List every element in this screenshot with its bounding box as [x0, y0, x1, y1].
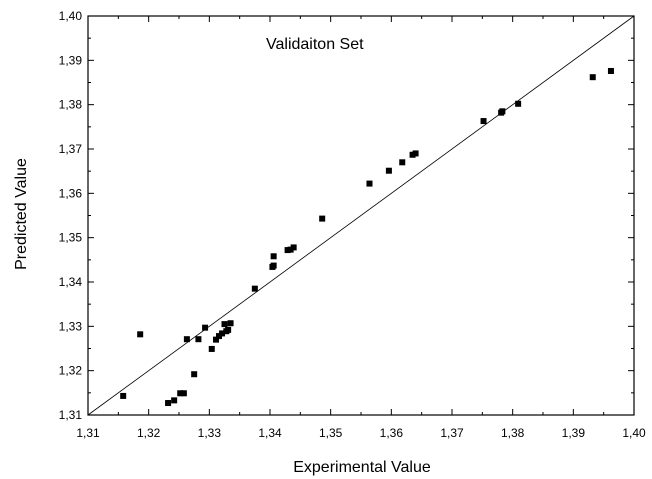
x-tick-label: 1,32 — [137, 426, 161, 440]
y-tick-label: 1,38 — [59, 98, 83, 112]
data-point — [195, 336, 202, 343]
y-tick-label: 1,39 — [59, 53, 83, 67]
data-point — [480, 118, 487, 125]
y-tick-label: 1,36 — [59, 186, 83, 200]
x-tick-label: 1,36 — [380, 426, 404, 440]
y-tick-label: 1,35 — [59, 231, 83, 245]
plot-area: 1,31 1,32 1,33 1,34 1,35 1,36 1,37 1,38 1,39 1,40… — [59, 9, 646, 440]
y-tick-label: 1,32 — [59, 364, 83, 378]
x-axis-title: Experimental Value — [293, 459, 431, 476]
x-tick-label: 1,33 — [198, 426, 222, 440]
data-point — [219, 330, 226, 337]
chart-title: Validaiton Set — [266, 36, 364, 53]
data-point — [227, 320, 234, 327]
data-point — [221, 321, 228, 328]
data-point — [202, 324, 209, 331]
y-tick-label: 1,34 — [59, 275, 83, 289]
data-point — [412, 150, 419, 157]
y-tick-label: 1,40 — [59, 9, 83, 23]
data-point — [589, 74, 596, 81]
y-tick-label: 1,33 — [59, 319, 83, 333]
data-point — [515, 100, 522, 107]
data-point — [399, 159, 406, 166]
x-tick-label: 1,37 — [440, 426, 464, 440]
data-point — [191, 371, 198, 378]
data-point — [319, 215, 326, 222]
x-tick-label: 1,39 — [562, 426, 586, 440]
data-point — [284, 247, 291, 254]
data-point — [251, 285, 258, 292]
data-point — [287, 246, 294, 253]
data-point — [171, 397, 178, 404]
x-tick-label: 1,35 — [319, 426, 343, 440]
data-point — [225, 326, 232, 333]
data-point — [183, 336, 190, 343]
data-point — [165, 400, 172, 407]
data-point — [180, 390, 187, 397]
data-point — [290, 244, 297, 251]
data-point — [137, 331, 144, 338]
reference-line — [87, 15, 635, 416]
x-tick-label: 1,38 — [501, 426, 525, 440]
data-point — [216, 333, 223, 340]
y-tick-label: 1,37 — [59, 142, 83, 156]
data-point — [270, 262, 277, 269]
data-point — [208, 345, 215, 352]
data-point — [270, 253, 277, 260]
y-axis-title: Predicted Value — [13, 158, 30, 270]
data-point — [385, 167, 392, 174]
data-point — [177, 390, 184, 397]
data-point — [409, 151, 416, 158]
x-tick-label: 1,34 — [258, 426, 282, 440]
data-point — [607, 67, 614, 74]
data-point — [213, 336, 220, 343]
data-point — [366, 180, 373, 187]
x-tick-label: 1,40 — [622, 426, 646, 440]
x-tick-label: 1,31 — [76, 426, 100, 440]
data-point — [120, 392, 127, 399]
y-tick-label: 1,31 — [59, 408, 83, 422]
data-point — [499, 108, 506, 115]
